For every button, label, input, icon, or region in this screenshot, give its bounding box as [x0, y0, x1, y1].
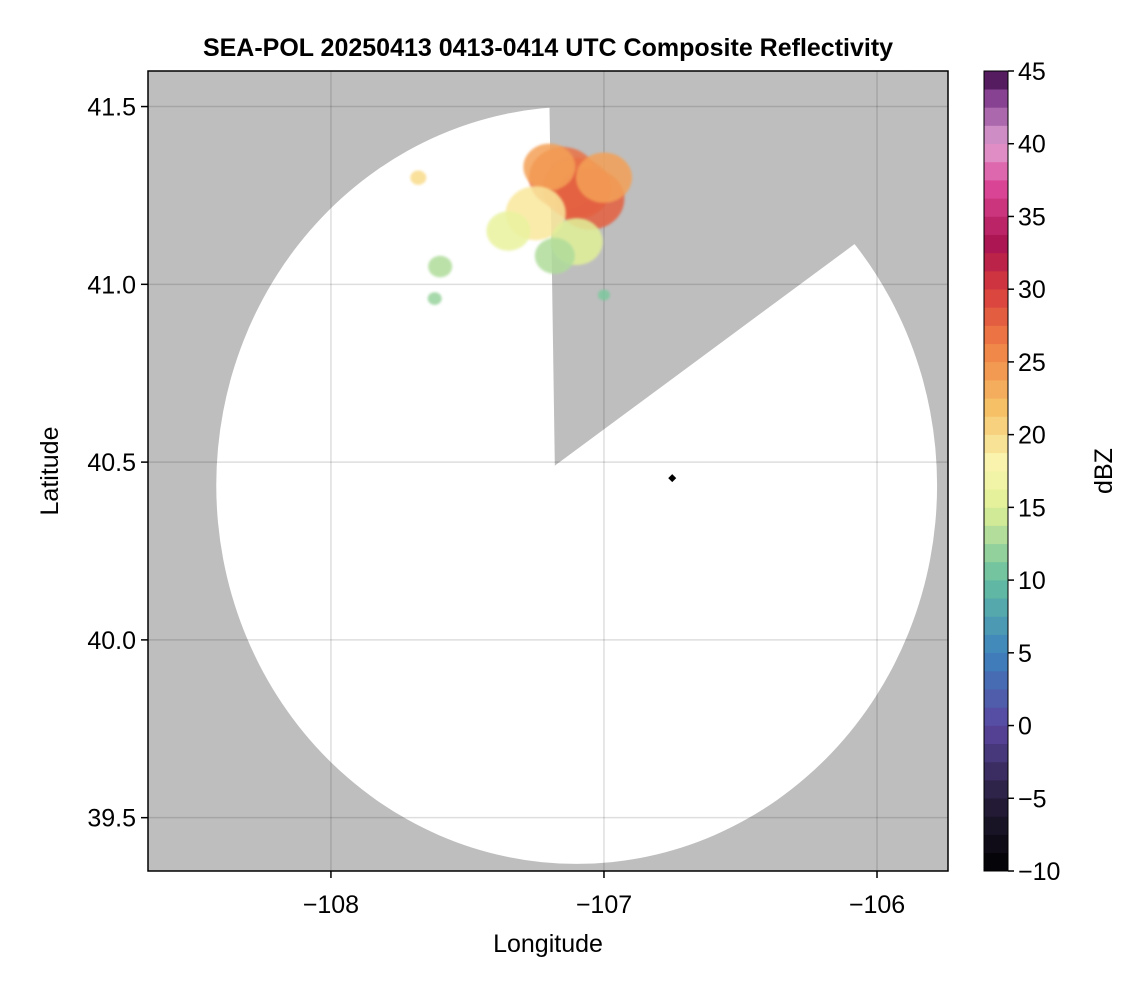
- colorbar-swatch: [984, 197, 1008, 217]
- colorbar-swatch: [984, 507, 1008, 526]
- plot-area: [148, 71, 948, 871]
- x-axis-label: Longitude: [493, 930, 603, 958]
- colorbar-swatch: [984, 143, 1008, 163]
- colorbar-tick-label: 35: [1018, 203, 1046, 231]
- y-tick-label: 40.0: [87, 627, 136, 655]
- colorbar-swatch: [984, 652, 1008, 672]
- colorbar-swatch: [984, 743, 1008, 763]
- echo-cell: [410, 170, 427, 185]
- colorbar-swatch: [984, 397, 1008, 417]
- colorbar-tick-label: 45: [1018, 58, 1046, 86]
- y-axis-label: Latitude: [36, 427, 64, 516]
- echo-cell: [523, 143, 576, 191]
- colorbar-swatch: [984, 488, 1008, 508]
- colorbar-swatch: [984, 307, 1008, 326]
- x-tick-label: −106: [849, 891, 905, 919]
- echo-cell: [575, 152, 632, 203]
- colorbar-swatch: [984, 688, 1008, 708]
- echo-layer: [410, 143, 632, 305]
- y-tick-label: 41.0: [87, 271, 136, 299]
- colorbar-swatch: [984, 88, 1008, 108]
- colorbar-swatch: [984, 543, 1008, 563]
- colorbar-swatch: [984, 597, 1008, 617]
- echo-cell: [486, 211, 531, 251]
- x-axis-ticks: −108 −107 −106: [303, 871, 905, 919]
- colorbar-frame: [983, 70, 1009, 872]
- colorbar-swatch: [984, 179, 1008, 199]
- y-tick-label: 41.5: [87, 94, 136, 122]
- colorbar-label: dBZ: [1090, 448, 1118, 494]
- colorbar-swatch: [984, 434, 1008, 454]
- colorbar-tick-label: 30: [1018, 276, 1046, 304]
- colorbar-swatch: [984, 288, 1008, 308]
- colorbar-swatch: [984, 616, 1008, 635]
- y-tick-label: 39.5: [87, 805, 136, 833]
- colorbar-swatch: [984, 797, 1008, 817]
- colorbar-swatch: [984, 816, 1008, 835]
- colorbar-swatch: [984, 416, 1008, 435]
- colorbar-swatch: [984, 343, 1008, 363]
- colorbar-swatch: [984, 634, 1008, 654]
- colorbar-swatch: [984, 561, 1008, 581]
- colorbar-tick-label: 15: [1018, 494, 1046, 522]
- colorbar-swatch: [984, 161, 1008, 181]
- x-tick-label: −108: [303, 891, 359, 919]
- colorbar-tick-label: 10: [1018, 567, 1046, 595]
- colorbar-swatch: [984, 125, 1008, 145]
- colorbar-swatch: [984, 834, 1008, 854]
- colorbar: −10 −5 0 5 10 15 20 25 30 35 40 45: [983, 58, 1060, 886]
- colorbar-tick-label: 20: [1018, 422, 1046, 450]
- echo-cell: [534, 237, 575, 274]
- colorbar-swatch: [984, 107, 1008, 126]
- colorbar-swatch: [984, 761, 1008, 781]
- y-tick-label: 40.5: [87, 449, 136, 477]
- colorbar-tick-label: −5: [1018, 785, 1047, 813]
- chart-title: SEA-POL 20250413 0413-0414 UTC Composite…: [203, 34, 893, 62]
- colorbar-swatch: [984, 216, 1008, 235]
- colorbar-swatch: [984, 579, 1008, 599]
- plot-frame: [147, 70, 949, 872]
- echo-cell: [428, 255, 453, 278]
- colorbar-swatch: [984, 325, 1008, 345]
- colorbar-swatch: [984, 707, 1008, 726]
- colorbar-swatch: [984, 70, 1008, 90]
- colorbar-swatch: [984, 670, 1008, 690]
- colorbar-swatch: [984, 252, 1008, 272]
- colorbar-tick-label: 5: [1018, 640, 1032, 668]
- colorbar-tick-label: −10: [1018, 858, 1060, 886]
- y-axis-ticks: 39.5 40.0 40.5 41.0 41.5: [87, 94, 148, 833]
- colorbar-swatch: [984, 379, 1008, 399]
- radar-site-marker: [668, 474, 677, 483]
- colorbar-swatch: [984, 452, 1008, 472]
- colorbar-swatch: [984, 725, 1008, 745]
- colorbar-swatch: [984, 779, 1008, 799]
- colorbar-tick-label: 40: [1018, 131, 1046, 159]
- colorbar-swatch: [984, 234, 1008, 254]
- colorbar-swatch: [984, 852, 1008, 872]
- echo-cell: [597, 289, 610, 301]
- colorbar-swatch: [984, 270, 1008, 290]
- x-tick-label: −107: [576, 891, 632, 919]
- colorbar-tick-label: 25: [1018, 349, 1046, 377]
- echo-cell: [427, 292, 442, 305]
- colorbar-swatch: [984, 470, 1008, 490]
- colorbar-swatch: [984, 361, 1008, 381]
- colorbar-tick-label: 0: [1018, 713, 1032, 741]
- colorbar-swatch: [984, 525, 1008, 545]
- blocked-sector-northeast: [554, 71, 948, 466]
